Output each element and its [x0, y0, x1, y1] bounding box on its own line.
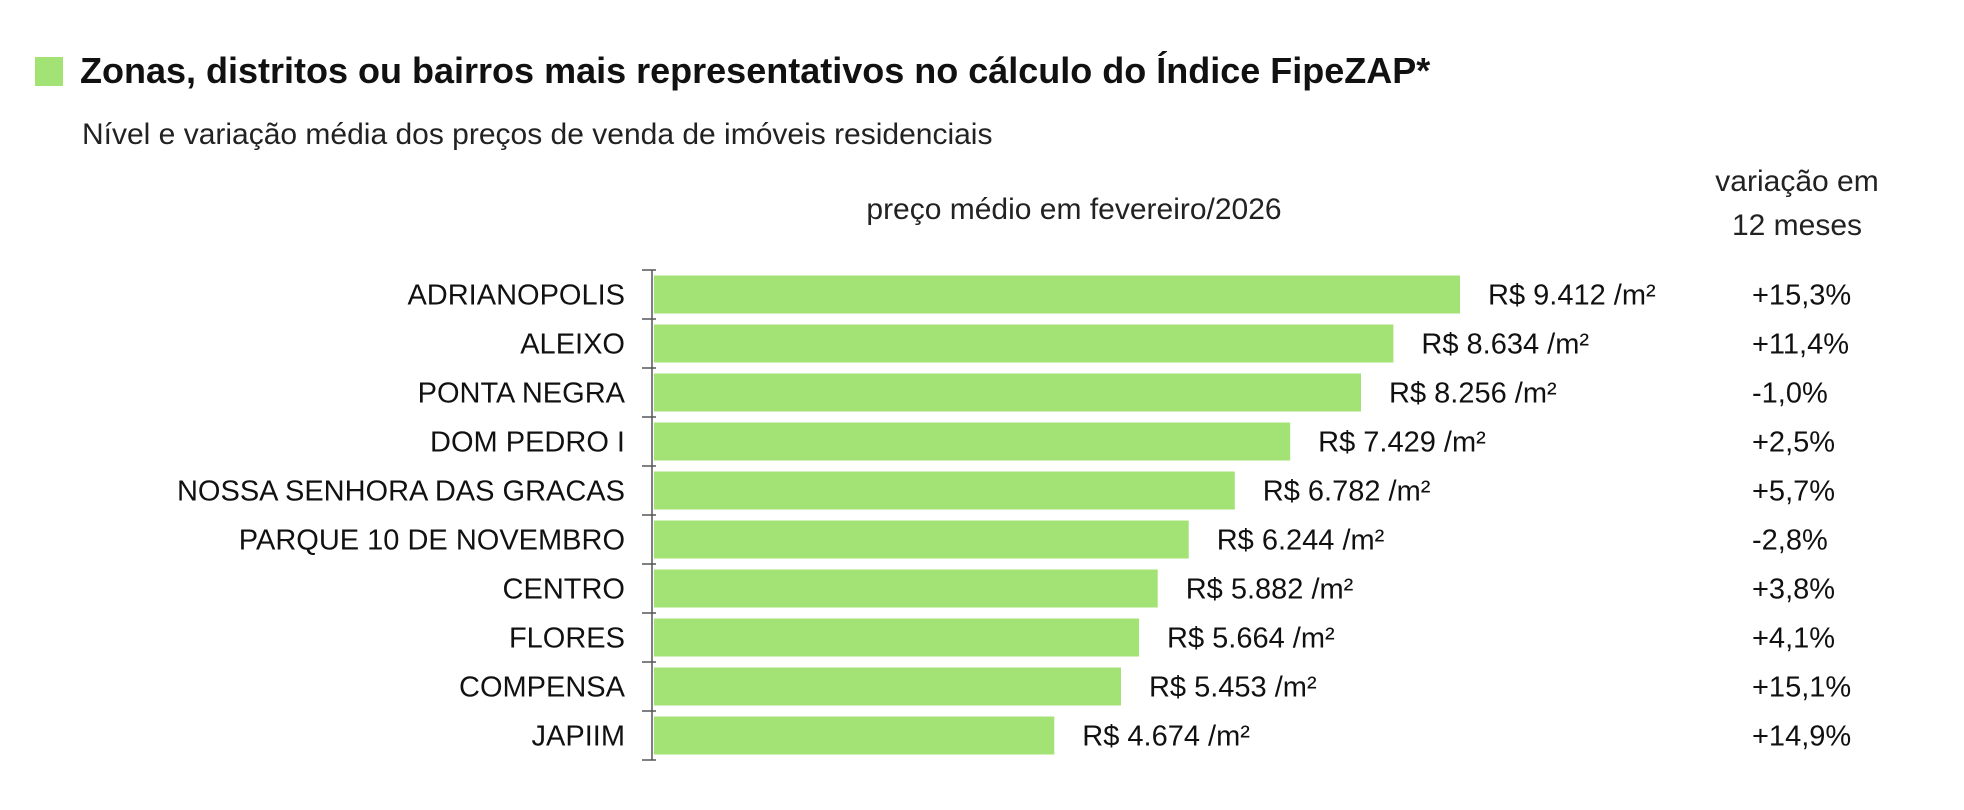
value-label: R$ 5.453 /m²: [1149, 672, 1317, 704]
legend-square: [35, 57, 63, 86]
category-label: NOSSA SENHORA DAS GRACAS: [177, 476, 625, 508]
x-axis-label: preço médio em fevereiro/2026: [866, 193, 1282, 226]
variation-label: +3,8%: [1752, 574, 1835, 606]
category-label: PARQUE 10 DE NOVEMBRO: [239, 525, 625, 557]
category-label: JAPIIM: [532, 721, 625, 753]
bar: [654, 324, 1394, 363]
category-label: DOM PEDRO I: [430, 427, 625, 459]
category-label: COMPENSA: [459, 672, 626, 704]
category-label: FLORES: [509, 623, 625, 655]
variation-label: +11,4%: [1752, 329, 1849, 361]
variation-header: variação em 12 meses: [1715, 160, 1878, 248]
category-label: CENTRO: [503, 574, 625, 606]
value-label: R$ 5.664 /m²: [1167, 623, 1335, 655]
bar: [654, 520, 1189, 559]
bar: [654, 716, 1055, 755]
bar: [654, 618, 1140, 657]
variation-header-line1: variação em: [1715, 165, 1879, 198]
variation-label: +15,3%: [1752, 280, 1851, 312]
bar: [654, 275, 1460, 314]
value-label: R$ 9.412 /m²: [1488, 280, 1656, 312]
variation-label: +5,7%: [1752, 476, 1835, 508]
value-label: R$ 8.634 /m²: [1421, 329, 1589, 361]
value-label: R$ 7.429 /m²: [1318, 427, 1486, 459]
category-label: PONTA NEGRA: [418, 378, 626, 410]
category-label: ALEIXO: [520, 329, 625, 361]
chart-subtitle: Nível e variação média dos preços de ven…: [82, 118, 993, 151]
variation-label: +2,5%: [1752, 427, 1835, 459]
variation-header-line2: 12 meses: [1731, 209, 1863, 242]
chart-title: Zonas, distritos ou bairros mais represe…: [80, 50, 1431, 91]
value-label: R$ 4.674 /m²: [1082, 721, 1250, 753]
bar: [654, 471, 1235, 510]
bar: [654, 569, 1158, 608]
category-label: ADRIANOPOLIS: [407, 280, 625, 312]
value-label: R$ 5.882 /m²: [1186, 574, 1354, 606]
variation-label: +14,9%: [1752, 721, 1851, 753]
bar: [654, 667, 1121, 706]
value-label: R$ 6.244 /m²: [1217, 525, 1385, 557]
bar: [654, 422, 1291, 461]
value-label: R$ 6.782 /m²: [1263, 476, 1431, 508]
variation-label: -1,0%: [1752, 378, 1828, 410]
value-label: R$ 8.256 /m²: [1389, 378, 1557, 410]
variation-label: -2,8%: [1752, 525, 1828, 557]
bar: [654, 373, 1362, 412]
variation-label: +4,1%: [1752, 623, 1835, 655]
variation-label: +15,1%: [1752, 672, 1851, 704]
